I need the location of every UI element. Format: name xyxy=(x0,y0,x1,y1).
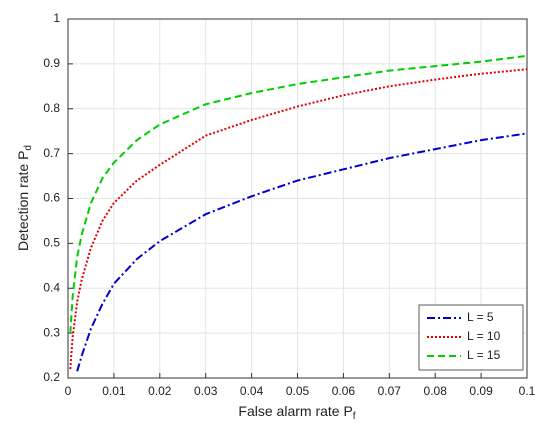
x-tick-label: 0.03 xyxy=(194,384,218,398)
y-tick-label: 0.3 xyxy=(43,325,60,339)
x-tick-label: 0.1 xyxy=(519,384,536,398)
series-line xyxy=(69,68,528,370)
y-axis-label: Detection rate Pd xyxy=(15,145,34,251)
x-tick-label: 0.08 xyxy=(424,384,448,398)
y-tick-label: 0.8 xyxy=(43,101,60,115)
x-axis-label: False alarm rate Pf xyxy=(238,403,355,422)
y-tick-label: 1 xyxy=(53,11,60,25)
legend-label: L = 5 xyxy=(467,310,494,324)
x-axis-label-sub: f xyxy=(353,411,356,422)
plot-frame xyxy=(67,18,528,379)
y-tick-label: 0.5 xyxy=(43,236,60,250)
series-line xyxy=(76,132,528,372)
x-axis-label-text: False alarm rate P xyxy=(238,403,352,419)
y-tick-label: 0.9 xyxy=(43,56,60,70)
x-tick-label: 0.09 xyxy=(469,384,493,398)
y-tick-label: 0.7 xyxy=(43,146,60,160)
legend-label: L = 15 xyxy=(467,348,501,362)
x-tick-label: 0.06 xyxy=(332,384,356,398)
x-tick-label: 0 xyxy=(65,384,72,398)
x-tick-label: 0.05 xyxy=(286,384,310,398)
y-axis-label-text: Detection rate P xyxy=(15,151,31,251)
series-line xyxy=(69,54,528,334)
legend-label: L = 10 xyxy=(467,329,501,343)
x-tick-label: 0.07 xyxy=(378,384,402,398)
x-tick-label: 0.01 xyxy=(102,384,126,398)
y-axis-label-sub: d xyxy=(23,145,34,151)
y-tick-label: 0.4 xyxy=(43,280,60,294)
y-tick-label: 0.6 xyxy=(43,191,60,205)
y-tick-label: 0.2 xyxy=(43,370,60,384)
x-tick-label: 0.04 xyxy=(240,384,264,398)
x-tick-label: 0.02 xyxy=(148,384,172,398)
